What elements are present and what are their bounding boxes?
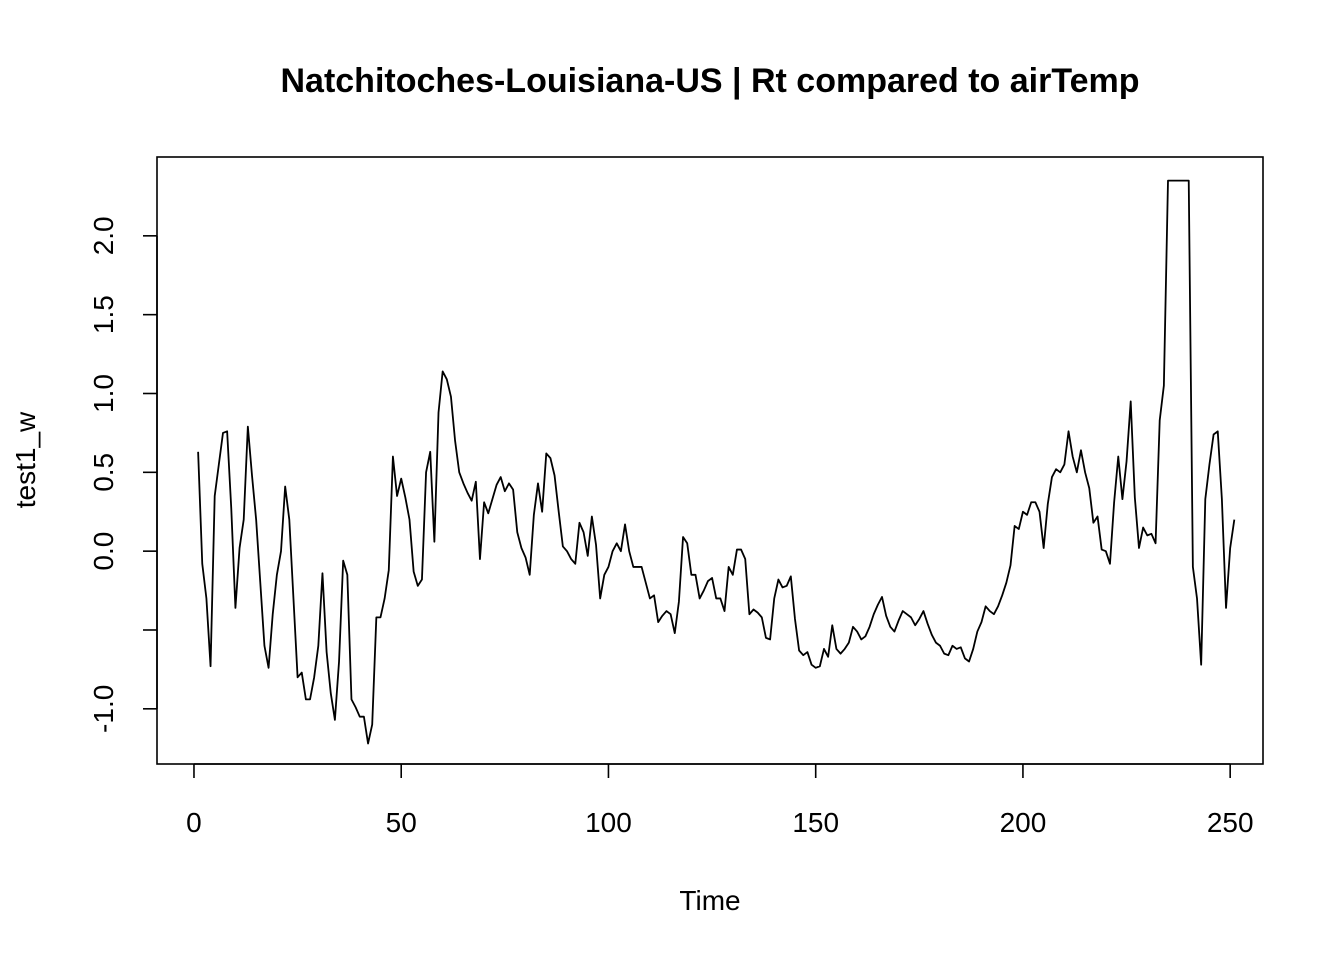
series-line [197,179,1236,745]
plot-frame [156,156,1264,765]
y-tick-label: 1.0 [88,374,119,413]
y-axis: -1.0 0.0 0.5 1.0 1.5 2.0 [88,216,158,733]
x-tick-label: 200 [1000,807,1047,838]
x-axis: 0 50 100 150 200 250 [186,763,1254,838]
y-tick-label: -1.0 [88,685,119,733]
y-tick-label: 2.0 [88,216,119,255]
x-tick-label: 150 [792,807,839,838]
y-tick-label: 0.5 [88,453,119,492]
x-tick-label: 250 [1207,807,1254,838]
y-tick-label: 0.0 [88,532,119,571]
y-tick-label: 1.5 [88,295,119,334]
chart-title: Natchitoches-Louisiana-US | Rt compared … [280,62,1139,100]
x-axis-label: Time [679,885,740,916]
x-tick-label: 100 [585,807,632,838]
x-tick-label: 0 [186,807,202,838]
y-axis-label: test1_w [10,411,41,508]
x-tick-label: 50 [386,807,417,838]
series-layer [197,179,1236,745]
